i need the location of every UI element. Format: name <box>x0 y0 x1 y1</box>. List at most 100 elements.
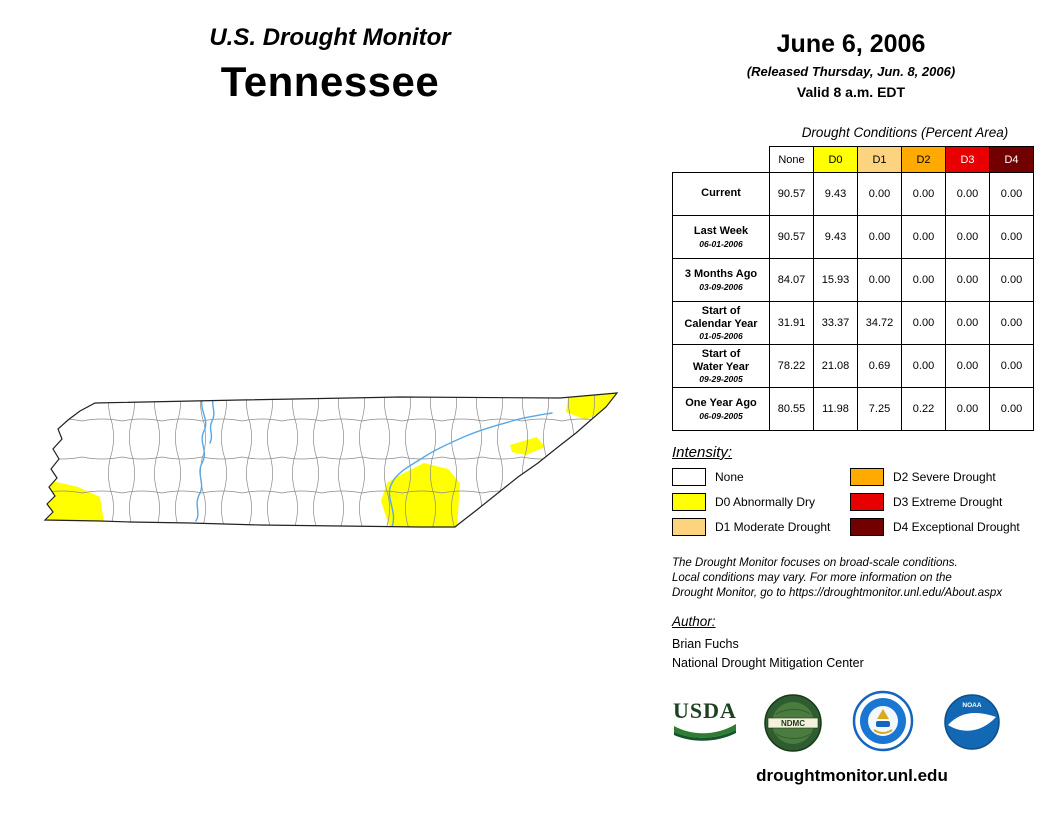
value-cell: 31.91 <box>769 301 814 345</box>
value-cell: 90.57 <box>769 172 814 216</box>
release-date: (Released Thursday, Jun. 8, 2006) <box>746 64 956 79</box>
row-label-one-year-ago: One Year Ago 06-09-2005 <box>672 387 770 431</box>
ndmc-logo-text: NDMC <box>781 719 805 728</box>
ndmc-logo: NDMC <box>764 694 822 752</box>
value-cell: 0.00 <box>989 344 1034 388</box>
map-area <box>40 385 640 535</box>
value-cell: 7.25 <box>857 387 902 431</box>
author-heading: Author: <box>672 614 716 629</box>
title-block: U.S. Drought Monitor Tennessee <box>30 24 630 106</box>
value-cell: 0.00 <box>945 215 990 259</box>
value-cell: 0.00 <box>989 215 1034 259</box>
value-cell: 9.43 <box>813 172 858 216</box>
value-cell: 0.00 <box>945 344 990 388</box>
table-corner-cell <box>672 146 770 173</box>
d0-abnormally-dry-regions <box>45 393 617 527</box>
col-header-d0: D0 <box>813 146 858 173</box>
valid-time: Valid 8 a.m. EDT <box>796 84 906 100</box>
legend-swatch-d0 <box>672 493 706 511</box>
value-cell: 0.00 <box>945 172 990 216</box>
value-cell: 0.00 <box>989 387 1034 431</box>
value-cell: 0.00 <box>857 215 902 259</box>
legend-item-d0: D0 Abnormally Dry <box>672 493 815 511</box>
table-row: Current 90.57 9.43 0.00 0.00 0.00 0.00 <box>672 172 1034 216</box>
value-cell: 0.00 <box>989 301 1034 345</box>
value-cell: 9.43 <box>813 215 858 259</box>
legend-title: Intensity: <box>672 444 733 461</box>
value-cell: 34.72 <box>857 301 902 345</box>
value-cell: 21.08 <box>813 344 858 388</box>
legend-item-d2: D2 Severe Drought <box>850 468 996 486</box>
value-cell: 90.57 <box>769 215 814 259</box>
table-row: Last Week 06-01-2006 90.57 9.43 0.00 0.0… <box>672 215 1034 259</box>
legend-label: D0 Abnormally Dry <box>715 495 816 509</box>
date-block: June 6, 2006 (Released Thursday, Jun. 8,… <box>672 30 1030 100</box>
value-cell: 0.00 <box>901 344 946 388</box>
report-title: U.S. Drought Monitor <box>209 24 451 51</box>
legend-swatch-d4 <box>850 518 884 536</box>
table-row: Start of Water Year 09-29-2005 78.22 21.… <box>672 344 1034 388</box>
value-cell: 80.55 <box>769 387 814 431</box>
author-name: Brian Fuchs <box>672 637 739 651</box>
usda-swoosh <box>674 724 736 741</box>
value-cell: 0.00 <box>901 172 946 216</box>
legend-swatch-none <box>672 468 706 486</box>
value-cell: 0.00 <box>989 258 1034 302</box>
disclaimer-text: The Drought Monitor focuses on broad-sca… <box>672 557 1003 600</box>
legend-swatch-d3 <box>850 493 884 511</box>
rivers <box>195 396 553 527</box>
table-header-row: None D0 D1 D2 D3 D4 <box>672 146 1034 173</box>
value-cell: 0.00 <box>901 301 946 345</box>
legend-item-d1: D1 Moderate Drought <box>672 518 830 536</box>
col-header-d1: D1 <box>857 146 902 173</box>
noaa-logo-text: NOAA <box>962 702 981 709</box>
value-cell: 0.00 <box>857 172 902 216</box>
map-date: June 6, 2006 <box>776 30 926 58</box>
state-name-title: Tennessee <box>220 58 440 105</box>
legend-item-d4: D4 Exceptional Drought <box>850 518 1020 536</box>
value-cell: 78.22 <box>769 344 814 388</box>
row-label-start-calendar-year: Start of Calendar Year 01-05-2006 <box>672 301 770 345</box>
value-cell: 0.00 <box>945 387 990 431</box>
value-cell: 84.07 <box>769 258 814 302</box>
author-block: Author: Brian Fuchs National Drought Mit… <box>672 614 864 670</box>
col-header-d3: D3 <box>945 146 990 173</box>
legend-label: D1 Moderate Drought <box>715 520 831 534</box>
row-label-3-months-ago: 3 Months Ago 03-09-2006 <box>672 258 770 302</box>
site-url: droughtmonitor.unl.edu <box>756 766 948 785</box>
row-label-last-week: Last Week 06-01-2006 <box>672 215 770 259</box>
commerce-seal-logo <box>852 690 914 752</box>
value-cell: 0.00 <box>901 258 946 302</box>
legend-label: None <box>715 470 744 484</box>
author-organization: National Drought Mitigation Center <box>672 656 864 670</box>
table-row: Start of Calendar Year 01-05-2006 31.91 … <box>672 301 1034 345</box>
legend-label: D3 Extreme Drought <box>893 495 1003 509</box>
value-cell: 15.93 <box>813 258 858 302</box>
value-cell: 0.00 <box>945 258 990 302</box>
noaa-logo: NOAA <box>944 694 1000 750</box>
legend-swatch-d2 <box>850 468 884 486</box>
table-row: 3 Months Ago 03-09-2006 84.07 15.93 0.00… <box>672 258 1034 302</box>
value-cell: 0.00 <box>945 301 990 345</box>
tennessee-drought-map <box>43 392 619 528</box>
value-cell: 0.00 <box>901 215 946 259</box>
col-header-none: None <box>769 146 814 173</box>
value-cell: 0.00 <box>857 258 902 302</box>
col-header-d2: D2 <box>901 146 946 173</box>
table-title: Drought Conditions (Percent Area) <box>801 125 1009 140</box>
value-cell: 0.69 <box>857 344 902 388</box>
value-cell: 0.22 <box>901 387 946 431</box>
col-header-d4: D4 <box>989 146 1034 173</box>
value-cell: 33.37 <box>813 301 858 345</box>
drought-conditions-table: None D0 D1 D2 D3 D4 Current 90.57 9.43 0… <box>672 146 1034 431</box>
table-row: One Year Ago 06-09-2005 80.55 11.98 7.25… <box>672 387 1034 431</box>
usda-logo: USDA <box>670 700 740 747</box>
legend-item-none: None <box>672 468 744 486</box>
row-label-start-water-year: Start of Water Year 09-29-2005 <box>672 344 770 388</box>
legend-swatch-d1 <box>672 518 706 536</box>
legend-label: D4 Exceptional Drought <box>893 520 1020 534</box>
row-label-current: Current <box>672 172 770 216</box>
legend-item-d3: D3 Extreme Drought <box>850 493 1002 511</box>
value-cell: 11.98 <box>813 387 858 431</box>
state-outline <box>43 392 619 528</box>
